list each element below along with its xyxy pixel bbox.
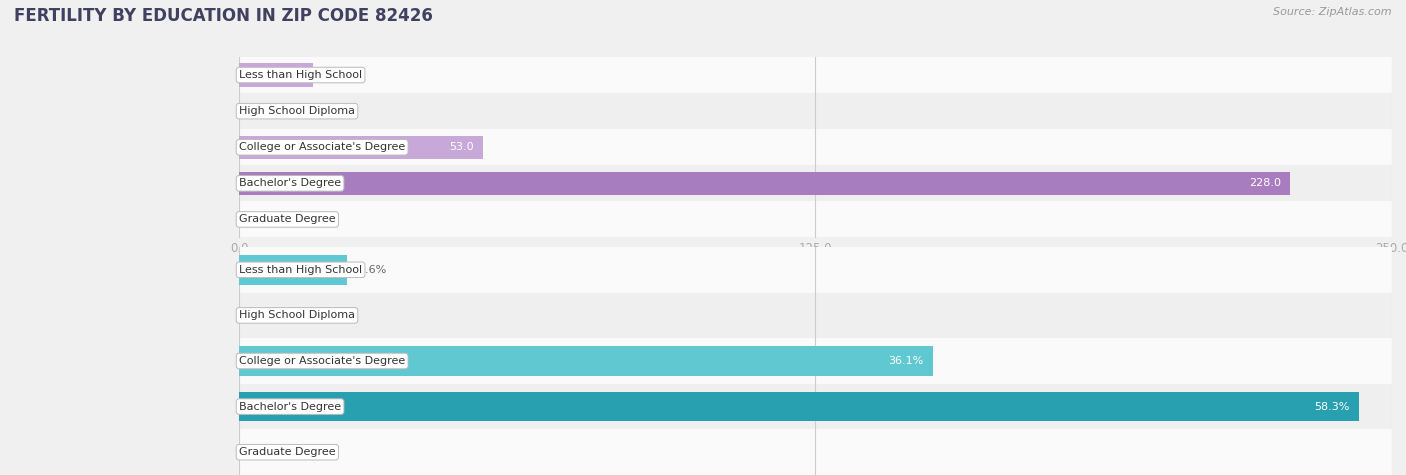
Bar bbox=[239, 429, 1392, 475]
Bar bbox=[239, 293, 1392, 338]
Bar bbox=[239, 201, 1392, 238]
Text: College or Associate's Degree: College or Associate's Degree bbox=[239, 142, 405, 152]
Bar bbox=[239, 171, 1291, 195]
Text: 53.0: 53.0 bbox=[450, 142, 474, 152]
Bar bbox=[239, 135, 484, 159]
Text: College or Associate's Degree: College or Associate's Degree bbox=[239, 356, 405, 366]
Bar bbox=[239, 93, 1392, 129]
Text: 36.1%: 36.1% bbox=[889, 356, 924, 366]
Bar bbox=[239, 384, 1392, 429]
Text: Bachelor's Degree: Bachelor's Degree bbox=[239, 178, 342, 189]
Bar bbox=[239, 392, 1360, 421]
Text: Bachelor's Degree: Bachelor's Degree bbox=[239, 401, 342, 412]
Text: High School Diploma: High School Diploma bbox=[239, 106, 356, 116]
Bar bbox=[239, 247, 1392, 293]
Text: 16.0: 16.0 bbox=[325, 70, 349, 80]
Text: Source: ZipAtlas.com: Source: ZipAtlas.com bbox=[1274, 7, 1392, 17]
Text: 0.0%: 0.0% bbox=[250, 310, 278, 321]
Text: Graduate Degree: Graduate Degree bbox=[239, 447, 336, 457]
Bar bbox=[239, 129, 1392, 165]
Bar bbox=[239, 165, 1392, 201]
Text: 5.6%: 5.6% bbox=[359, 265, 387, 275]
Text: 0.0%: 0.0% bbox=[250, 447, 278, 457]
Text: High School Diploma: High School Diploma bbox=[239, 310, 356, 321]
Bar bbox=[239, 338, 1392, 384]
Text: Graduate Degree: Graduate Degree bbox=[239, 214, 336, 225]
Text: Less than High School: Less than High School bbox=[239, 265, 363, 275]
Text: 0.0: 0.0 bbox=[250, 214, 269, 225]
Bar bbox=[239, 57, 1392, 93]
Bar bbox=[239, 346, 932, 376]
Text: Less than High School: Less than High School bbox=[239, 70, 363, 80]
Bar bbox=[239, 255, 347, 285]
Bar bbox=[239, 63, 312, 87]
Text: 228.0: 228.0 bbox=[1250, 178, 1281, 189]
Text: 58.3%: 58.3% bbox=[1315, 401, 1350, 412]
Text: 0.0: 0.0 bbox=[250, 106, 269, 116]
Text: FERTILITY BY EDUCATION IN ZIP CODE 82426: FERTILITY BY EDUCATION IN ZIP CODE 82426 bbox=[14, 7, 433, 25]
